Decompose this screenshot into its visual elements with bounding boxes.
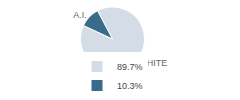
svg-text:89.7%: 89.7% bbox=[117, 62, 143, 72]
svg-text:WHITE: WHITE bbox=[138, 58, 168, 69]
svg-text:10.3%: 10.3% bbox=[117, 81, 143, 91]
svg-text:A.I.: A.I. bbox=[73, 10, 87, 20]
